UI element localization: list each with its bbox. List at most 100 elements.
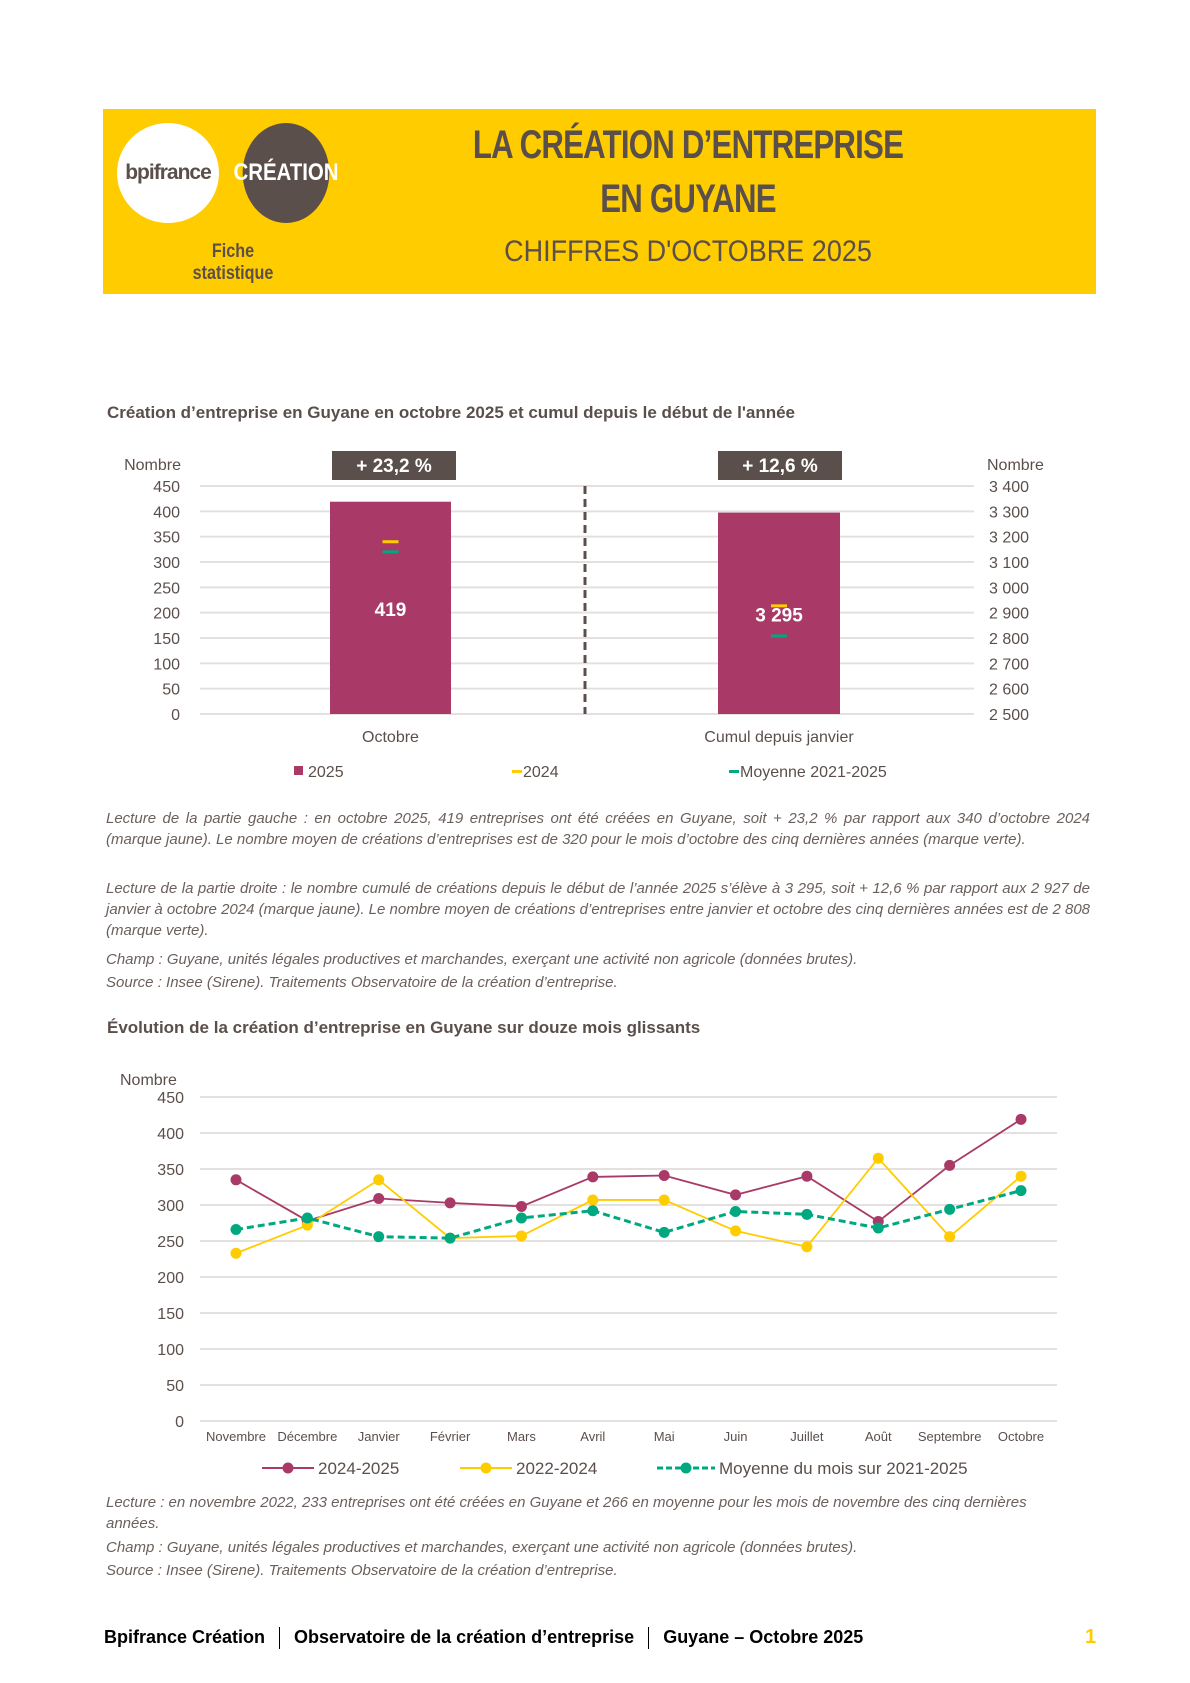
x-tick-label: Février [430, 1429, 471, 1444]
y-tick-left: 300 [153, 555, 180, 572]
x-tick-label: Novembre [206, 1429, 266, 1444]
page-title-line1: LA CRÉATION D’ENTREPRISE [472, 123, 904, 167]
footer-divider [648, 1627, 650, 1650]
legend-label: Moyenne 2021-2025 [740, 764, 887, 781]
data-point [515, 1212, 527, 1224]
data-point [944, 1203, 956, 1215]
y-tick: 50 [166, 1378, 184, 1395]
data-point [373, 1231, 385, 1243]
legend-swatch-2025 [294, 766, 303, 775]
y-tick-left: 50 [162, 682, 180, 699]
data-point [444, 1197, 456, 1209]
data-point [730, 1205, 742, 1217]
y-tick: 200 [157, 1270, 184, 1287]
y-tick-right: 2 600 [989, 682, 1029, 699]
change-badge-label: + 23,2 % [356, 456, 432, 477]
legend-label: 2024-2025 [318, 1459, 399, 1478]
x-category-label: Cumul depuis janvier [704, 729, 854, 746]
series-line [235, 1156, 1022, 1255]
x-tick-label: Décembre [277, 1429, 337, 1444]
data-point [301, 1212, 313, 1224]
y-axis-right-label: Nombre [987, 457, 1044, 474]
footer-observatoire: Observatoire de la création d’entreprise [294, 1627, 635, 1647]
x-tick-label: Mai [654, 1429, 675, 1444]
data-point [373, 1193, 385, 1205]
y-tick-left: 250 [153, 580, 180, 597]
data-point [801, 1241, 813, 1253]
y-tick-left: 200 [153, 606, 180, 623]
data-point [730, 1225, 742, 1237]
footer: Bpifrance Création Observatoire de la cré… [104, 1627, 864, 1650]
data-point [730, 1189, 742, 1201]
change-badge [718, 451, 842, 480]
y-tick-left: 400 [153, 504, 180, 521]
y-tick-right: 3 400 [989, 479, 1029, 496]
y-axis-left-label: Nombre [124, 457, 181, 474]
data-point [230, 1174, 242, 1186]
series-line [235, 1189, 1022, 1240]
data-point [658, 1194, 670, 1206]
y-tick-right: 3 100 [989, 555, 1029, 572]
chart1-note-left: Lecture de la partie gauche : en octobre… [106, 810, 1090, 848]
y-tick-right: 3 000 [989, 580, 1029, 597]
y-tick: 0 [175, 1414, 184, 1431]
change-badge-label: + 12,6 % [742, 456, 818, 477]
y-tick-right: 2 700 [989, 656, 1029, 673]
data-point [1015, 1170, 1027, 1182]
marker-moyenne [771, 634, 787, 638]
chart1-champ: Champ : Guyane, unités légales productiv… [106, 951, 858, 968]
y-tick-right: 2 900 [989, 606, 1029, 623]
legend-swatch [729, 770, 739, 773]
data-point [801, 1170, 813, 1182]
footer-divider [279, 1627, 281, 1650]
data-point [587, 1205, 599, 1217]
bar-2025 [718, 512, 840, 714]
data-point [944, 1159, 956, 1171]
creation-logo: CRÉATION [233, 123, 339, 223]
chart2-source: Source : Insee (Sirene). Traitements Obs… [106, 1562, 618, 1579]
y-tick-left: 100 [153, 656, 180, 673]
x-category-label: Octobre [362, 729, 419, 746]
x-tick-label: Octobre [998, 1429, 1044, 1444]
x-tick-label: Juillet [790, 1429, 824, 1444]
chart1-title: Création d’entreprise en Guyane en octob… [107, 403, 796, 422]
y-tick: 350 [157, 1162, 184, 1179]
data-point [872, 1152, 884, 1164]
x-tick-label: Août [865, 1429, 892, 1444]
y-tick: 450 [157, 1090, 184, 1107]
bar-value-label: 3 295 [755, 605, 803, 626]
legend-marker [480, 1462, 492, 1474]
bar-chart: Nombre Nombre 450 3 400 400 3 300 350 3 200 300 3… [124, 451, 1044, 781]
data-point [515, 1230, 527, 1242]
chart1-source: Source : Insee (Sirene). Traitements Obs… [106, 974, 618, 991]
x-tick-label: Avril [580, 1429, 605, 1444]
data-point [801, 1208, 813, 1220]
change-badge [332, 451, 456, 480]
footer-region-date: Guyane – Octobre 2025 [663, 1627, 864, 1647]
marker-2024 [382, 540, 399, 544]
legend-marker [680, 1462, 692, 1474]
bar-2025 [330, 501, 451, 714]
y-tick-right: 2 800 [989, 631, 1029, 648]
fiche-label: Fiche statistique [192, 241, 274, 284]
page-subtitle: CHIFFRES D'OCTOBRE 2025 [504, 235, 872, 268]
y-tick-left: 0 [171, 707, 180, 724]
data-point [587, 1171, 599, 1183]
x-tick-label: Juin [724, 1429, 748, 1444]
y-axis-label: Nombre [120, 1072, 177, 1089]
chart2-champ: Champ : Guyane, unités légales productiv… [106, 1539, 858, 1556]
legend-label: 2024 [523, 764, 559, 781]
data-point [444, 1232, 456, 1244]
footer-org: Bpifrance Création [104, 1627, 266, 1647]
y-tick: 150 [157, 1306, 184, 1323]
legend-marker [282, 1462, 294, 1474]
y-tick-right: 3 200 [989, 530, 1029, 547]
y-tick: 300 [157, 1198, 184, 1215]
page-number: 1 [1085, 1626, 1097, 1648]
y-tick: 250 [157, 1234, 184, 1251]
page-title-line2: EN GUYANE [600, 177, 776, 221]
y-tick: 400 [157, 1126, 184, 1143]
data-point [658, 1169, 670, 1181]
data-point [230, 1247, 242, 1259]
